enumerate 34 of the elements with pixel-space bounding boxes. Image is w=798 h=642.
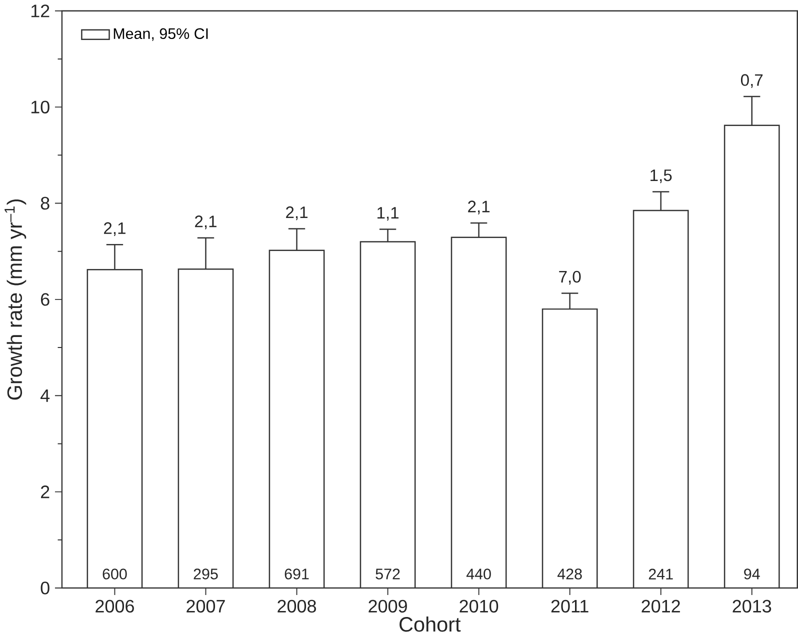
annotation: 2,1 — [195, 216, 216, 230]
x-tick-label: 2007 — [186, 600, 225, 613]
annotation: 572 — [376, 568, 400, 580]
annotation: 600 — [102, 568, 127, 580]
annotation: 1,1 — [378, 207, 399, 221]
y-tick-label: 2 — [41, 486, 50, 498]
y-tick-label: 0 — [40, 582, 50, 594]
annotation: 2,1 — [286, 206, 308, 220]
y-tick-label: 12 — [31, 4, 50, 18]
x-tick-label: 2008 — [278, 600, 316, 613]
x-tick-label: 2013 — [732, 600, 772, 613]
annotation: 2,1 — [104, 222, 126, 236]
annotation: 295 — [194, 568, 218, 580]
y-axis-title: Growth rate (mm yr$^{–1}$) — [4, 200, 26, 400]
annotation: 7,0 — [559, 270, 581, 285]
annotation: 1,5 — [650, 170, 672, 184]
y-tick-label: 6 — [41, 293, 50, 306]
x-tick-label: 2012 — [642, 600, 680, 613]
annotation: 691 — [284, 568, 309, 580]
x-tick-label: 2011 — [551, 600, 588, 613]
x-tick-label: 2010 — [460, 600, 498, 613]
annotation: 0,7 — [740, 74, 763, 88]
text: Mean, 95% CI — [114, 28, 208, 41]
annotation: 428 — [557, 568, 582, 580]
annotation: 2,1 — [468, 200, 490, 214]
x-tick-label: 2006 — [96, 600, 134, 613]
annotation: 94 — [744, 568, 760, 580]
x-axis-title: Cohort — [400, 616, 461, 632]
x-tick-label: 2009 — [368, 600, 407, 613]
y-tick-label: 8 — [40, 196, 50, 210]
y-tick-label: 10 — [31, 100, 50, 114]
annotation: 440 — [466, 568, 491, 580]
annotation: 241 — [648, 568, 673, 580]
y-tick-label: 4 — [40, 389, 50, 402]
